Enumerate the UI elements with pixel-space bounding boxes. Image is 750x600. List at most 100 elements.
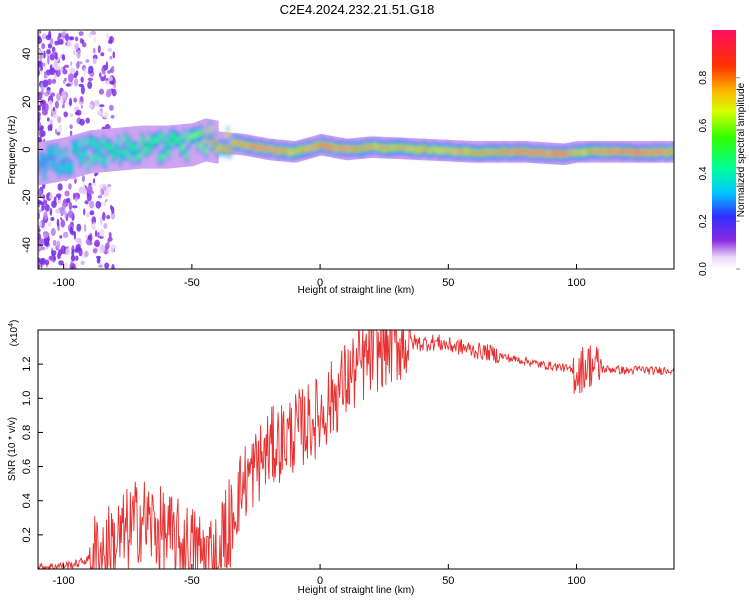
heat-cell [260, 145, 264, 149]
heat-cell [38, 104, 41, 112]
heat-cell [74, 42, 79, 51]
heat-cell [431, 148, 434, 152]
heat-cell [190, 135, 194, 138]
heat-cell [70, 135, 73, 179]
heat-cell [50, 161, 54, 165]
spectrogram-panel: -100 -50 0 50 100 -40 -20 0 20 40 Height of stra… [7, 29, 675, 296]
heat-cell [73, 50, 76, 55]
heat-cell [345, 147, 348, 151]
heat-cell [163, 145, 167, 148]
heat-cell [92, 248, 98, 254]
heat-cell [48, 140, 51, 184]
heat-cell [83, 67, 87, 76]
heat-cell [192, 133, 195, 136]
heat-cell [78, 83, 84, 88]
heat-cell [151, 141, 154, 145]
heat-cell [199, 120, 202, 164]
heat-cell [53, 255, 56, 261]
heat-cell [58, 124, 63, 133]
heat-cell [174, 137, 177, 141]
heat-cell [99, 228, 105, 237]
heat-cell [190, 123, 193, 167]
heat-cell [596, 149, 599, 153]
heat-cell [450, 149, 454, 153]
heat-cell [93, 47, 96, 54]
heat-cell [109, 55, 113, 60]
heat-cell [84, 200, 89, 205]
heat-cell [248, 142, 251, 146]
heat-cell [55, 68, 61, 77]
heat-cell [275, 149, 278, 153]
heat-cell [316, 145, 319, 148]
heat-cell [377, 146, 380, 150]
heat-cell [58, 138, 61, 182]
heat-cell [60, 217, 63, 221]
heat-cell [273, 148, 276, 152]
heat-cell [127, 141, 131, 145]
heat-cell [49, 123, 53, 132]
heat-cell [522, 150, 526, 154]
heat-cell [440, 149, 443, 153]
heat-cell [499, 150, 502, 154]
heat-cell [41, 110, 48, 116]
heat-cell [80, 85, 85, 95]
x-tick-label: 50 [442, 575, 454, 587]
heat-cell [43, 50, 46, 59]
heat-cell [398, 146, 402, 149]
heat-cell [553, 152, 556, 156]
heat-cell [400, 145, 404, 149]
heat-cell [94, 230, 98, 237]
heat-cell [185, 123, 188, 167]
heat-cell [38, 165, 41, 169]
heat-cell [47, 55, 50, 65]
heat-cell [93, 130, 96, 173]
heat-cell [57, 116, 62, 124]
heat-cell [88, 65, 94, 74]
heat-cell [528, 151, 531, 155]
heat-cell [558, 151, 562, 155]
heat-cell [75, 150, 79, 154]
heat-cell [348, 147, 352, 151]
x-tick-label: 0 [317, 575, 323, 587]
heat-cell [42, 79, 49, 88]
heat-cell [51, 78, 57, 84]
heat-cell [614, 150, 617, 154]
heat-cell [56, 240, 61, 249]
heat-cell [165, 139, 169, 143]
heat-cell [59, 154, 63, 158]
heat-cell [219, 144, 222, 148]
heat-cell [436, 149, 440, 153]
heat-cell [99, 104, 105, 108]
heat-cell [239, 141, 242, 145]
heat-cell [574, 151, 578, 155]
heat-cell [520, 151, 524, 155]
heat-cell [294, 149, 298, 153]
heat-cell [176, 138, 179, 142]
heat-cell [529, 151, 533, 155]
heat-cell [99, 72, 102, 78]
heat-cell [73, 78, 79, 87]
heat-cell [44, 259, 50, 266]
heat-cell [481, 151, 484, 155]
heat-cell [99, 149, 102, 152]
heat-cell [64, 210, 67, 219]
heat-cell [646, 151, 650, 155]
heat-cell [77, 142, 81, 146]
heat-cell [86, 162, 90, 166]
heat-cell [389, 145, 393, 149]
heat-cell [173, 124, 176, 168]
heat-cell [321, 142, 325, 146]
heat-cell [92, 181, 96, 187]
heat-cell [63, 111, 68, 118]
snr-x-axis-label: Height of straight line (km) [298, 585, 415, 596]
heat-cell [64, 190, 70, 197]
heat-cell [357, 147, 361, 151]
heat-cell [650, 151, 653, 155]
heat-cell [67, 136, 70, 180]
heat-cell [41, 203, 45, 211]
heat-cell [230, 146, 233, 150]
heat-cell [253, 145, 256, 149]
heat-cell [415, 149, 418, 152]
heat-cell [94, 101, 100, 107]
heat-cell [287, 149, 291, 153]
